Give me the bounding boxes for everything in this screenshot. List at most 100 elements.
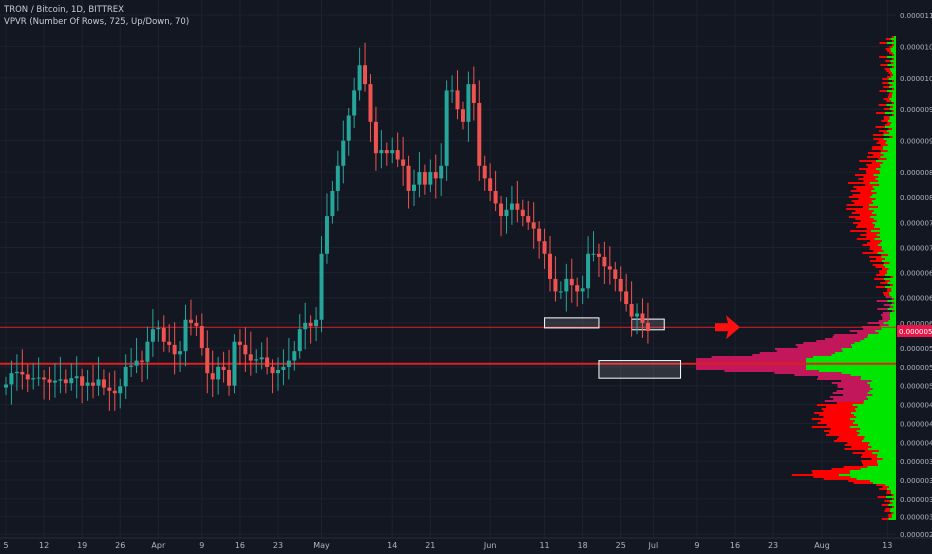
vp-up-bar bbox=[887, 282, 896, 284]
candle-body bbox=[123, 366, 128, 387]
vp-down-bar bbox=[696, 368, 806, 370]
candle-body bbox=[346, 115, 351, 141]
vp-down-bar bbox=[867, 166, 881, 168]
candle-body bbox=[188, 319, 193, 323]
vp-up-bar bbox=[883, 264, 896, 266]
vp-up-bar bbox=[872, 186, 896, 188]
vp-up-bar bbox=[879, 450, 896, 452]
vp-up-bar bbox=[889, 108, 896, 110]
candle-body bbox=[635, 313, 640, 317]
y-axis: 0.00001100 0.00001050 0.00001000 0.00000950… bbox=[896, 0, 932, 550]
vp-up-bar bbox=[880, 242, 896, 244]
candle-body bbox=[341, 140, 346, 166]
candle-body bbox=[145, 341, 150, 362]
vp-down-bar bbox=[889, 502, 893, 504]
vp-up-bar bbox=[879, 172, 896, 174]
vp-down-bar bbox=[878, 320, 889, 322]
vp-up-bar bbox=[877, 454, 896, 456]
vp-down-bar bbox=[812, 472, 850, 474]
y-tick-label: 0.00001050 bbox=[900, 43, 932, 51]
vp-up-bar bbox=[850, 412, 896, 414]
candle-body bbox=[417, 172, 422, 185]
vp-down-bar bbox=[851, 200, 872, 202]
vp-up-bar bbox=[892, 502, 896, 504]
candle-body bbox=[580, 288, 585, 292]
candle-body bbox=[183, 319, 188, 352]
vp-up-bar bbox=[887, 254, 896, 256]
vp-down-bar bbox=[861, 460, 877, 462]
vp-down-bar bbox=[892, 310, 895, 312]
vp-down-bar bbox=[867, 152, 881, 154]
vp-up-bar bbox=[849, 426, 896, 428]
vp-down-bar bbox=[875, 286, 885, 288]
vp-up-bar bbox=[806, 366, 896, 368]
vp-down-bar bbox=[879, 324, 889, 326]
vp-down-bar bbox=[825, 338, 865, 340]
vp-up-bar bbox=[818, 370, 896, 372]
vp-down-bar bbox=[863, 206, 878, 208]
candle-body bbox=[314, 319, 319, 327]
vp-down-bar bbox=[858, 198, 876, 200]
vp-up-bar bbox=[874, 238, 896, 240]
vp-up-bar bbox=[875, 330, 896, 332]
vp-up-bar bbox=[879, 232, 896, 234]
vp-up-bar bbox=[886, 130, 896, 132]
vp-down-bar bbox=[851, 212, 872, 214]
vp-down-bar bbox=[846, 204, 869, 206]
vp-down-bar bbox=[881, 254, 888, 256]
vp-down-bar bbox=[888, 128, 892, 130]
vp-up-bar bbox=[867, 466, 896, 468]
vp-up-bar bbox=[888, 504, 896, 506]
vp-up-bar bbox=[876, 460, 896, 462]
vp-up-bar bbox=[873, 174, 896, 176]
vp-down-bar bbox=[869, 260, 882, 262]
annotation-box bbox=[544, 317, 600, 329]
vp-up-bar bbox=[893, 66, 896, 68]
candle-body bbox=[172, 344, 177, 355]
vp-up-bar bbox=[884, 126, 896, 128]
candle-body bbox=[406, 165, 411, 191]
vp-down-bar bbox=[856, 238, 875, 240]
vp-down-bar bbox=[884, 500, 890, 502]
vp-up-bar bbox=[871, 446, 896, 448]
vp-down-bar bbox=[867, 242, 881, 244]
vp-up-bar bbox=[892, 136, 896, 138]
vp-down-bar bbox=[820, 420, 855, 422]
vp-down-bar bbox=[853, 186, 873, 188]
candle-body bbox=[25, 374, 30, 380]
vp-down-bar bbox=[866, 232, 880, 234]
vp-up-bar bbox=[856, 416, 896, 418]
vp-up-bar bbox=[877, 462, 896, 464]
candle-body bbox=[368, 84, 373, 122]
vp-down-bar bbox=[886, 490, 891, 492]
vp-up-bar bbox=[877, 206, 896, 208]
vp-up-bar bbox=[860, 468, 896, 470]
vp-up-bar bbox=[886, 42, 896, 44]
vp-down-bar bbox=[892, 58, 894, 60]
vp-down-bar bbox=[759, 352, 835, 354]
x-tick-label: 16 bbox=[235, 541, 245, 550]
vp-up-bar bbox=[867, 444, 896, 446]
vp-down-bar bbox=[869, 248, 882, 250]
candle-body bbox=[548, 253, 552, 279]
candle-body bbox=[569, 278, 574, 286]
candle-body bbox=[624, 291, 629, 305]
vp-up-bar bbox=[875, 160, 896, 162]
y-tick-label: 0.00000900 bbox=[900, 138, 932, 146]
candle-body bbox=[161, 327, 166, 342]
candle-body bbox=[575, 285, 580, 292]
vp-down-bar bbox=[884, 68, 890, 70]
vp-down-bar bbox=[819, 414, 854, 416]
vp-up-bar bbox=[860, 428, 896, 430]
candle-body bbox=[91, 382, 96, 386]
vp-up-bar bbox=[856, 478, 896, 480]
vp-up-bar bbox=[881, 246, 896, 248]
x-tick-label: 19 bbox=[77, 541, 87, 550]
candle-body bbox=[286, 360, 291, 367]
y-tick-label: 0.00000690 bbox=[900, 270, 932, 278]
vp-up-bar bbox=[886, 90, 896, 92]
candle-body bbox=[199, 326, 204, 349]
vp-down-bar bbox=[837, 386, 870, 388]
vp-down-bar bbox=[838, 436, 865, 438]
